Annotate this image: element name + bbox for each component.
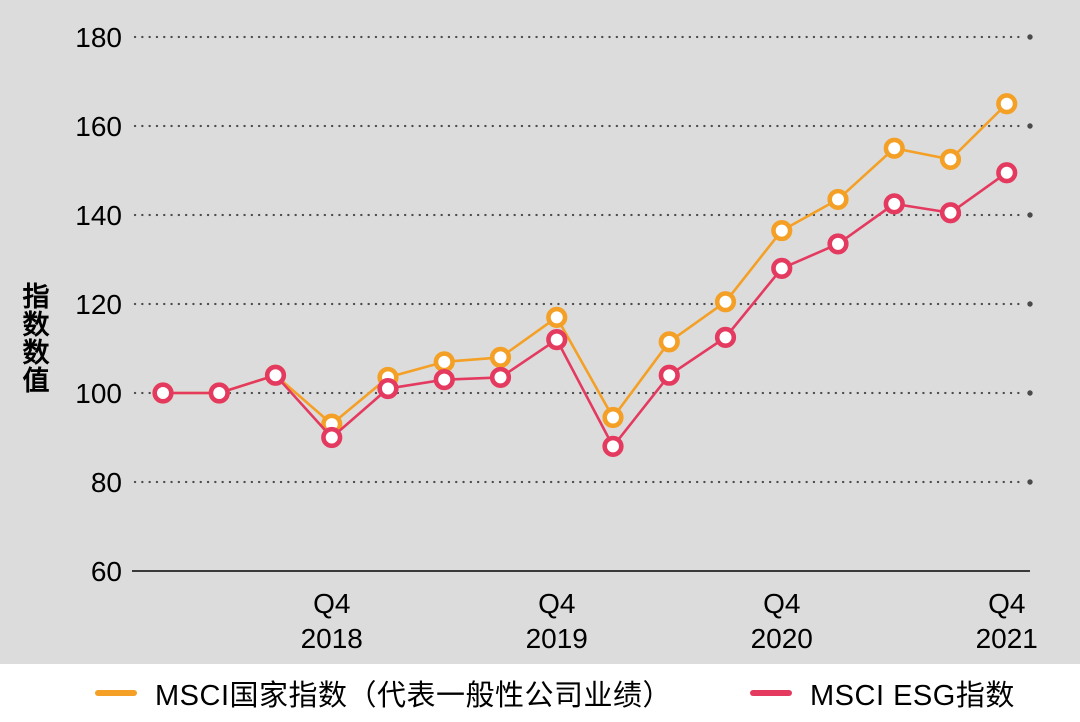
data-point-marker bbox=[264, 364, 287, 386]
series-line-1 bbox=[163, 171, 1008, 448]
y-tick-label: 80 bbox=[91, 467, 122, 498]
data-point-marker bbox=[939, 202, 962, 224]
data-point-marker bbox=[658, 331, 680, 353]
data-point-marker bbox=[602, 406, 624, 429]
y-tick-label: 120 bbox=[75, 289, 122, 320]
x-tick-label-year: 2019 bbox=[526, 623, 588, 654]
legend-label-msci-esg: MSCI ESG指数 bbox=[810, 680, 1015, 712]
data-point-marker bbox=[996, 93, 1018, 115]
data-point-marker bbox=[714, 326, 737, 348]
gridline-end-dot bbox=[1027, 479, 1033, 485]
data-point-marker bbox=[658, 364, 680, 386]
line-chart: 60 80 100 120 140 160 180 Q4 2018 Q4 2019 Q4 2020 Q4 2… bbox=[23, 22, 1038, 654]
series-line-0 bbox=[163, 102, 1008, 426]
legend: MSCI国家指数（代表一般性公司业绩） MSCI ESG指数 bbox=[0, 664, 1080, 722]
y-axis-title-char: 值 bbox=[23, 366, 50, 396]
data-point-marker bbox=[939, 148, 962, 170]
y-tick-label: 140 bbox=[75, 200, 122, 231]
data-point-marker bbox=[377, 377, 399, 400]
y-tick-label: 60 bbox=[91, 556, 122, 587]
y-axis-title-char: 数 bbox=[23, 338, 51, 368]
chart-panel: 60 80 100 120 140 160 180 Q4 2018 Q4 2019 Q4 2020 Q4 2… bbox=[0, 0, 1080, 664]
y-tick-label: 100 bbox=[75, 378, 122, 409]
legend-swatch-pink-line-icon bbox=[750, 690, 793, 696]
y-axis-title-char: 数 bbox=[23, 310, 51, 340]
data-point-marker bbox=[433, 351, 455, 373]
x-tick-label-quarter: Q4 bbox=[538, 588, 575, 619]
data-point-marker bbox=[546, 306, 568, 328]
data-point-marker bbox=[714, 291, 737, 313]
data-point-marker bbox=[546, 329, 568, 351]
data-point-marker bbox=[996, 162, 1018, 184]
data-point-marker bbox=[883, 137, 905, 159]
gridline-end-dot bbox=[1027, 301, 1033, 307]
data-point-marker bbox=[208, 382, 230, 404]
y-tick-label: 180 bbox=[75, 22, 122, 53]
data-point-marker bbox=[321, 426, 343, 449]
legend-label-msci-country: MSCI国家指数（代表一般性公司业绩） bbox=[155, 680, 673, 712]
data-point-marker bbox=[827, 233, 849, 255]
y-axis-title-char: 指 bbox=[23, 282, 50, 312]
data-point-marker bbox=[883, 193, 905, 215]
y-tick-label: 160 bbox=[75, 111, 122, 142]
legend-swatch-orange-line-icon bbox=[95, 690, 137, 696]
x-tick-label-quarter: Q4 bbox=[763, 588, 800, 619]
x-tick-label-year: 2018 bbox=[301, 623, 363, 654]
data-point-marker bbox=[489, 366, 512, 389]
data-point-marker bbox=[771, 257, 793, 280]
data-point-marker bbox=[489, 346, 512, 369]
data-point-marker bbox=[152, 382, 174, 404]
gridline-end-dot bbox=[1027, 34, 1033, 40]
legend-item-msci-esg: MSCI ESG指数 bbox=[750, 672, 1015, 714]
data-point-marker bbox=[827, 188, 849, 211]
x-tick-label-quarter: Q4 bbox=[988, 588, 1025, 619]
x-tick-label-quarter: Q4 bbox=[313, 588, 350, 619]
gridline-end-dot bbox=[1027, 123, 1033, 129]
legend-item-msci-country: MSCI国家指数（代表一般性公司业绩） bbox=[95, 672, 672, 714]
x-tick-label-year: 2020 bbox=[751, 623, 813, 654]
gridline-end-dot bbox=[1027, 390, 1033, 396]
data-point-marker bbox=[602, 435, 624, 458]
gridline-end-dot bbox=[1027, 212, 1033, 218]
data-point-marker bbox=[433, 369, 455, 391]
data-point-marker bbox=[771, 219, 793, 242]
x-tick-label-year: 2021 bbox=[976, 623, 1038, 654]
